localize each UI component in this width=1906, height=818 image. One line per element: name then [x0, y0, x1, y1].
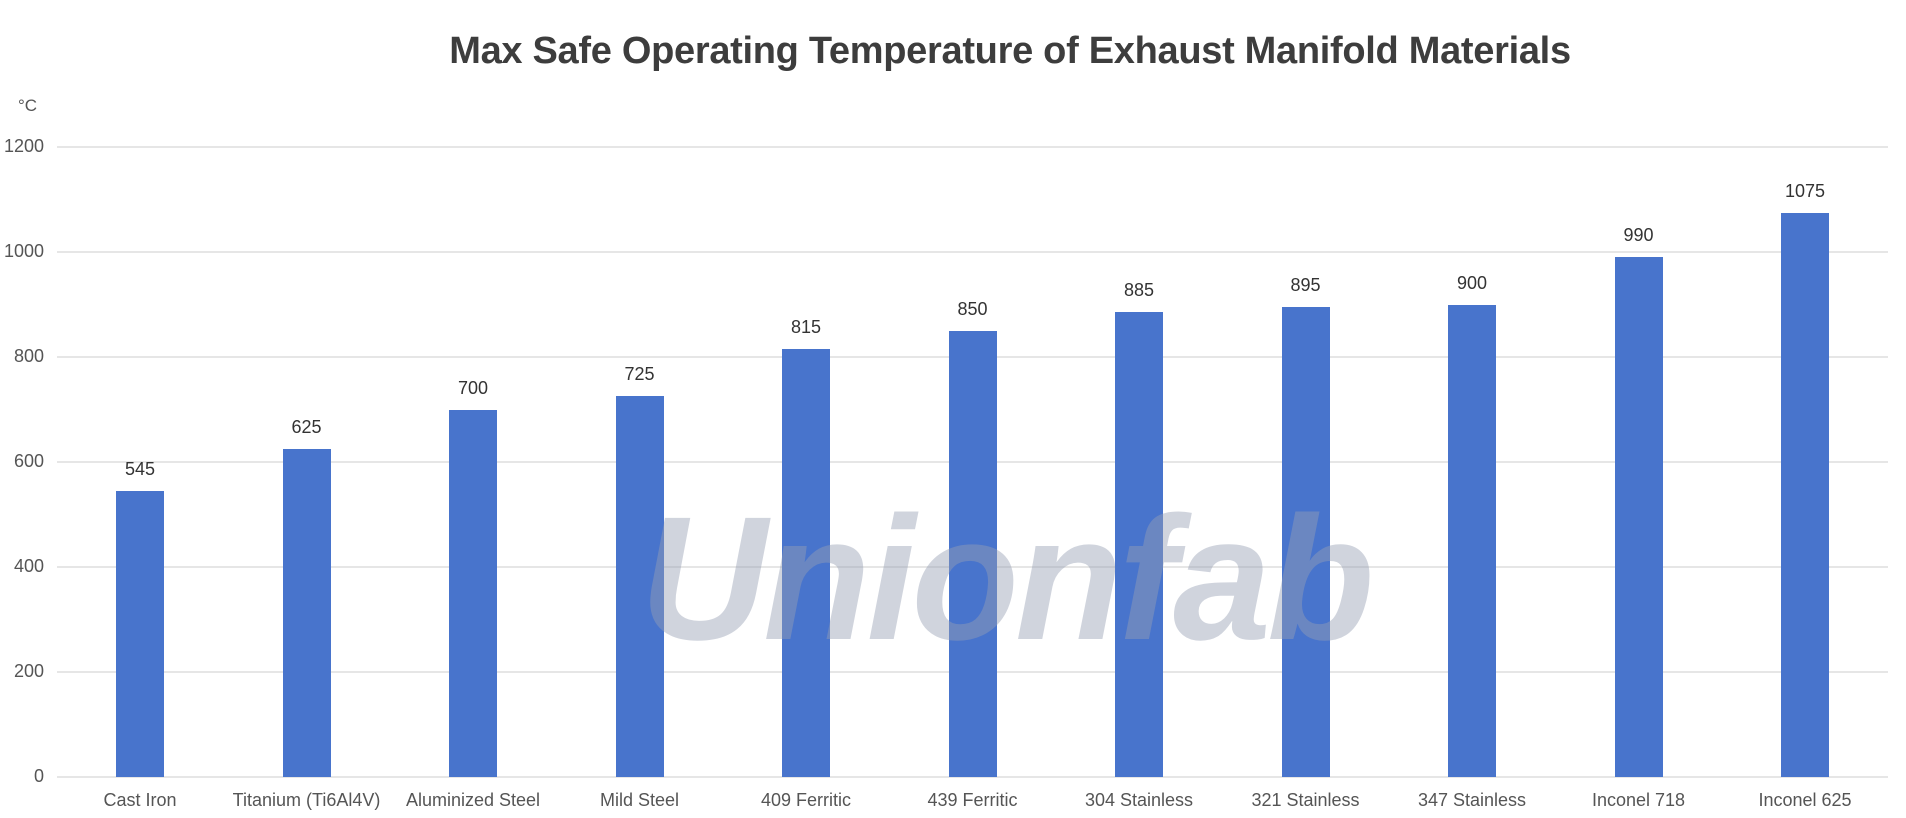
y-axis-unit-label: °C: [18, 96, 38, 115]
x-tick-label: 347 Stainless: [1417, 790, 1527, 810]
y-tick-label: 600: [13, 451, 44, 471]
bar: [615, 396, 664, 777]
bar: [282, 448, 331, 777]
gridline: [57, 776, 1888, 778]
data-label: 625: [291, 416, 322, 437]
bar: [948, 330, 997, 777]
chart-title: Max Safe Operating Temperature of Exhaus…: [449, 30, 1571, 72]
y-tick-label: 1200: [3, 136, 44, 156]
bar: [449, 409, 497, 777]
y-tick-label: 1000: [3, 241, 44, 261]
x-tick-label: Titanium (Ti6Al4V): [232, 790, 381, 810]
x-tick-label: Aluminized Steel: [405, 790, 541, 810]
x-tick-label: 321 Stainless: [1251, 790, 1360, 810]
data-label: 545: [124, 458, 156, 479]
x-tick-label: Mild Steel: [599, 790, 680, 810]
y-tick-label: 0: [33, 766, 44, 786]
x-tick-label: 439 Ferritic: [927, 790, 1018, 810]
bar: [116, 490, 164, 777]
data-label: 850: [957, 298, 988, 319]
data-label: 895: [1290, 275, 1321, 296]
x-tick-label: Inconel 625: [1758, 790, 1852, 810]
data-label: 815: [790, 317, 822, 338]
data-label: 885: [1123, 280, 1155, 301]
bar: [1614, 257, 1663, 777]
y-tick-label: 200: [13, 661, 44, 681]
x-tick-label: 409 Ferritic: [760, 790, 852, 810]
bar: [1115, 312, 1163, 777]
gridline: [57, 146, 1888, 148]
data-label: 1075: [1784, 180, 1826, 201]
bar: [1281, 307, 1330, 777]
data-label: 990: [1623, 225, 1654, 246]
data-label: 700: [457, 377, 489, 398]
data-label: 900: [1456, 272, 1488, 293]
data-label: 725: [624, 364, 655, 385]
y-tick-label: 400: [13, 556, 44, 576]
x-tick-label: 304 Stainless: [1084, 790, 1194, 810]
gridline: [57, 251, 1888, 253]
watermark-logo: Unionfab: [640, 481, 1375, 677]
y-tick-label: 800: [13, 346, 44, 366]
x-tick-label: Inconel 718: [1591, 790, 1686, 810]
bar: [782, 349, 830, 777]
bar: [1781, 212, 1829, 777]
bar: [1448, 304, 1496, 777]
x-tick-label: Cast Iron: [103, 790, 177, 810]
